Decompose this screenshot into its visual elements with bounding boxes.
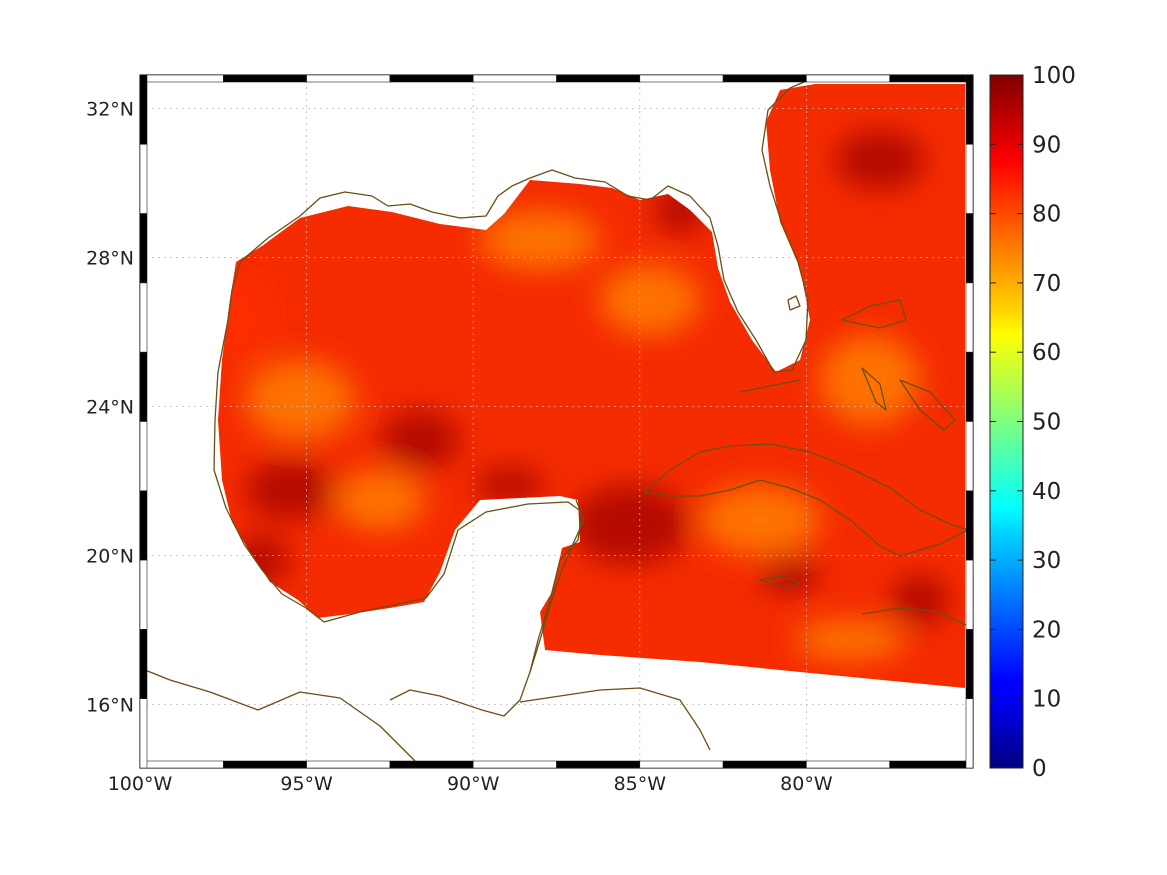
x-tick-label: 80°W: [780, 773, 833, 795]
frame-segment: [139, 74, 148, 145]
colorbar-tick-label: 20: [1032, 617, 1061, 643]
y-tick-label: 32°N: [86, 99, 134, 121]
frame-segment: [306, 74, 391, 83]
frame-segment: [889, 74, 974, 83]
bahamas-3: [899, 379, 956, 431]
colorbar-tick-label: 50: [1032, 410, 1061, 436]
y-tick-label: 24°N: [86, 397, 134, 419]
frame-segment: [139, 213, 148, 284]
frame-segment: [965, 351, 974, 422]
field-patch: [570, 485, 690, 565]
frame-segment: [139, 559, 148, 630]
frame-segment: [472, 760, 557, 769]
y-tick-label: 28°N: [86, 248, 134, 270]
frame-segment: [965, 559, 974, 630]
colorbar-tick-label: 30: [1032, 548, 1061, 574]
frame-segment: [722, 760, 807, 769]
field-patch: [795, 620, 905, 660]
x-tick-label: 85°W: [614, 773, 667, 795]
field-patch: [700, 485, 820, 555]
field-patch: [835, 130, 925, 190]
frame-segment: [223, 74, 307, 83]
y-tick-label: 20°N: [86, 546, 134, 568]
field-patch: [600, 265, 700, 335]
frame-segment: [139, 421, 148, 492]
frame-segment: [139, 698, 148, 769]
colorbar-ticks: 0 10 20 30 40 50 60 70 80 90 100: [990, 63, 1076, 782]
frame-segment: [965, 213, 974, 284]
frame-segment: [965, 490, 974, 561]
field-patch: [890, 575, 950, 625]
florida-keys: [739, 379, 801, 393]
y-tick-labels: 16°N 20°N 24°N 28°N 32°N: [86, 99, 134, 717]
frame-segment: [139, 629, 148, 700]
colorbar-tick-label: 40: [1032, 479, 1061, 505]
frame-segment: [389, 760, 474, 769]
frame-segment: [139, 74, 224, 83]
frame-segment: [965, 698, 974, 769]
colorbar-tick-label: 0: [1032, 756, 1047, 782]
frame-segment: [139, 282, 148, 353]
field-patch: [245, 460, 335, 520]
frame-segment: [389, 74, 474, 83]
x-tick-label: 100°W: [108, 773, 173, 795]
field-patch: [820, 335, 920, 425]
bahamas-2: [861, 367, 887, 411]
grid-lines: [140, 75, 973, 768]
colorbar-tick-label: 90: [1032, 132, 1061, 158]
frame-segment: [965, 74, 974, 145]
x-tick-labels: 100°W 95°W 90°W 85°W 80°W: [108, 773, 833, 795]
field-patch: [380, 410, 460, 470]
cuba-coast: [643, 443, 969, 557]
coastlines: [139, 75, 969, 767]
x-tick-label: 95°W: [280, 773, 333, 795]
us-gulf-coast: [214, 75, 819, 421]
frame-segment: [722, 74, 807, 83]
frame-segment: [139, 760, 224, 769]
frame-segment: [139, 144, 148, 214]
colorbar-tick-label: 100: [1032, 63, 1076, 89]
frame-segment: [639, 74, 724, 83]
colorbar-tick-label: 70: [1032, 271, 1061, 297]
field-patch: [245, 360, 355, 440]
y-tick-label: 16°N: [86, 695, 134, 717]
yucatan-coast: [529, 499, 585, 673]
field-patch: [480, 210, 600, 270]
frame-segment: [139, 490, 148, 561]
axes-frame: [139, 74, 974, 769]
colorbar-tick-label: 10: [1032, 687, 1061, 713]
frame-segment: [965, 144, 974, 214]
field-patch: [475, 467, 545, 503]
field-patch: [335, 470, 425, 530]
frame-segment: [965, 629, 974, 700]
hispaniola-coast: [861, 607, 969, 627]
frame-segment: [139, 351, 148, 422]
frame-segment: [306, 760, 391, 769]
frame-segment: [889, 760, 974, 769]
x-tick-label: 90°W: [447, 773, 500, 795]
frame-segment: [639, 760, 724, 769]
frame-segment: [472, 74, 557, 83]
frame-segment: [806, 760, 891, 769]
jamaica-coast: [759, 575, 801, 589]
colorbar-tick-label: 60: [1032, 340, 1061, 366]
frame-segment: [965, 421, 974, 492]
bahamas-1: [841, 299, 907, 329]
frame-segment: [556, 760, 641, 769]
central-america-coast: [139, 667, 421, 767]
frame-segment: [556, 74, 641, 83]
honduras-coast: [519, 687, 711, 751]
frame-segment: [965, 282, 974, 353]
colorbar: 0 10 20 30 40 50 60 70 80 90 100: [989, 63, 1076, 782]
frame-segment: [223, 760, 307, 769]
mexico-coast: [213, 419, 583, 717]
colorbar-tick-label: 80: [1032, 202, 1061, 228]
frame-segment: [806, 74, 891, 83]
lake-okeechobee: [787, 295, 801, 311]
